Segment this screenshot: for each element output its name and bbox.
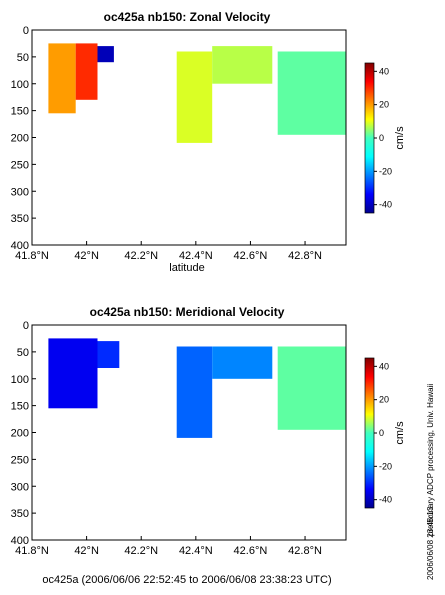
y-tick-label: 400 [11,240,29,252]
segment-2 [176,346,213,438]
y-tick-label: 50 [17,52,29,64]
x-tick-label: 42.4°N [179,250,213,262]
y-tick-label: 100 [11,374,29,386]
timestamp: 2006/06/08 23:45:13 [426,506,435,580]
x-tick-label: 41.8°N [15,545,49,557]
colorbar [364,357,375,509]
x-tick-label: 42.8°N [288,545,322,557]
x-tick-label: 42°N [74,250,99,262]
segment-4 [277,346,346,430]
colorbar [364,62,375,214]
velocity-segments [48,338,346,438]
colorbar-ticks: 40 20 0 -20 -40 [374,361,392,505]
segment-2 [97,46,114,63]
segment-3 [212,346,273,379]
x-tick-label: 42.8°N [288,250,322,262]
y-tick-label: 350 [11,508,29,520]
y-tick-label: 300 [11,481,29,493]
processing-note: preliminary ADCP processing, Univ. Hawai… [426,384,435,536]
colorbar-tick-label: 40 [379,66,389,76]
colorbar-tick-label: -40 [379,200,392,210]
colorbar-tick-label: 0 [379,133,384,143]
colorbar-tick-label: -20 [379,461,392,471]
y-tick-label: 300 [11,186,29,198]
x-axis: 41.8°N 42°N 42.2°N 42.4°N 42.6°N 42.8°N [15,241,322,262]
x-tick-label: 42.2°N [124,250,158,262]
x-tick-label: 42.6°N [234,545,268,557]
segment-5 [277,51,346,135]
x-tick-label: 42.2°N [124,545,158,557]
segment-0 [48,43,76,114]
chart-title: oc425a nb150: Meridional Velocity [90,305,285,319]
colorbar-tick-label: -40 [379,495,392,505]
colorbar-tick-label: 20 [379,395,389,405]
y-tick-label: 200 [11,428,29,440]
y-tick-label: 350 [11,213,29,225]
colorbar-unit: cm/s [394,126,406,150]
x-axis: 41.8°N 42°N 42.2°N 42.4°N 42.6°N 42.8°N [15,536,322,557]
colorbar-ticks: 40 20 0 -20 -40 [374,66,392,210]
x-tick-label: 42.4°N [179,545,213,557]
colorbar-tick-label: 40 [379,361,389,371]
segment-0 [48,338,98,409]
y-tick-label: 150 [11,401,29,413]
chart-title: oc425a nb150: Zonal Velocity [104,10,271,24]
colorbar-unit: cm/s [394,421,406,445]
y-tick-label: 50 [17,347,29,359]
x-axis-label: latitude [169,262,204,274]
y-axis: 0 50 100 150 200 250 300 350 400 [11,320,36,547]
y-tick-label: 100 [11,79,29,91]
x-tick-label: 42.6°N [234,250,268,262]
segment-1 [75,43,98,100]
y-tick-label: 200 [11,133,29,145]
y-axis: 0 50 100 150 200 250 300 350 400 [11,25,36,252]
colorbar-tick-label: 0 [379,428,384,438]
segment-1 [97,341,120,368]
y-tick-label: 400 [11,535,29,547]
footer-caption: oc425a (2006/06/06 22:52:45 to 2006/06/0… [42,574,331,586]
y-tick-label: 0 [23,25,29,37]
y-tick-label: 150 [11,106,29,118]
x-tick-label: 42°N [74,545,99,557]
y-tick-label: 250 [11,159,29,171]
colorbar-tick-label: -20 [379,166,392,176]
segment-3 [176,51,213,143]
colorbar-tick-label: 20 [379,100,389,110]
velocity-segments [48,43,346,143]
y-tick-label: 250 [11,454,29,466]
segment-4 [212,46,273,84]
y-tick-label: 0 [23,320,29,332]
x-tick-label: 41.8°N [15,250,49,262]
zonal-velocity-panel: oc425a nb150: Zonal Velocity 0 50 100 150 20… [11,10,406,274]
meridional-velocity-panel: oc425a nb150: Meridional Velocity 0 50 100… [11,305,406,557]
